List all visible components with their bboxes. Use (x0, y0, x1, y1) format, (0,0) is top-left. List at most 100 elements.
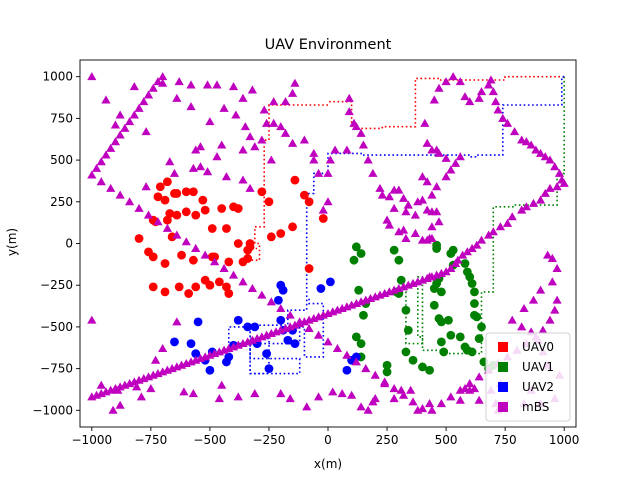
mbs-point (269, 118, 279, 127)
legend-swatch-uav0 (498, 342, 508, 352)
legend-label-mbs: mBS (522, 400, 549, 414)
mbs-point (202, 167, 213, 176)
uav1-point (465, 272, 475, 282)
uav0-point (266, 232, 276, 242)
mbs-point (427, 405, 437, 414)
uav2-point (233, 315, 243, 325)
uav1-point (349, 255, 359, 265)
mbs-point (446, 263, 456, 272)
mbs-point (535, 195, 546, 204)
mbs-point (250, 389, 260, 398)
mbs-point (219, 263, 229, 272)
x-tick-label: 250 (376, 433, 399, 447)
x-tick-label: 0 (324, 433, 332, 447)
mbs-point (434, 83, 444, 92)
mbs-point (375, 183, 385, 192)
mbs-point (344, 93, 354, 102)
uav1-point (351, 332, 361, 342)
mbs-point (384, 220, 395, 229)
uav2-point (290, 339, 300, 348)
mbs-point (382, 215, 392, 224)
mbs-point (134, 103, 144, 112)
chart-title: UAV Environment (265, 37, 392, 53)
legend-swatch-uav2 (498, 382, 508, 392)
mbs-point (410, 210, 420, 219)
mbs-point (448, 72, 458, 81)
mbs-point (228, 82, 239, 91)
uav2-point (262, 349, 271, 358)
mbs-point (323, 337, 333, 346)
mbs-point (287, 88, 298, 97)
mbs-point (526, 140, 536, 149)
mbs-point (507, 212, 517, 221)
mbs-point (125, 117, 135, 126)
mbs-point (141, 127, 151, 136)
mbs-point (181, 237, 191, 246)
mbs-point (143, 210, 154, 219)
y-tick-label: −500 (40, 320, 73, 334)
mbs-point (276, 303, 286, 313)
mbs-point (410, 228, 420, 237)
uav1-point (351, 242, 361, 252)
mbs-point (257, 290, 267, 299)
y-axis: −1000 −750 −500 −250 0 250 500 750 1000 (32, 70, 80, 417)
mbs-point (401, 233, 411, 242)
uav2-point (224, 352, 234, 362)
mbs-point (403, 200, 413, 209)
uav1-point (356, 249, 366, 258)
uav0-point (288, 222, 297, 232)
mbs-point (521, 137, 531, 146)
uav2-point (250, 322, 260, 332)
uav1-point (448, 245, 458, 255)
mbs-point (191, 243, 201, 252)
mbs-point (125, 197, 135, 206)
mbs-point (427, 145, 437, 154)
mbs-point (87, 170, 97, 179)
uav1-point (436, 337, 446, 347)
y-tick-label: 1000 (42, 70, 73, 84)
uav0-point (207, 224, 217, 233)
uav1-point (436, 287, 446, 297)
mbs-point (247, 85, 258, 94)
uav2-point (186, 339, 196, 348)
mbs-point (115, 110, 125, 119)
mbs-point (467, 243, 477, 252)
legend-label-uav1: UAV1 (522, 360, 554, 374)
uav1-point (394, 255, 404, 265)
mbs-point (368, 168, 378, 177)
mbs-point (550, 305, 560, 314)
uav2-point (170, 337, 179, 347)
mbs-point (115, 190, 125, 199)
legend-swatch-mbs (498, 402, 508, 412)
mbs-point (363, 155, 373, 164)
mbs-point (188, 389, 198, 398)
mbs-point (210, 257, 220, 266)
mbs-point (158, 72, 168, 81)
mbs-point (108, 405, 118, 414)
uav2-point (278, 285, 288, 295)
mbs-point (299, 135, 309, 144)
mbs-point (472, 240, 482, 249)
mbs-point (370, 370, 380, 379)
mbs-point (342, 145, 352, 154)
mbs-point (247, 283, 258, 292)
y-axis-label: y(m) (5, 228, 19, 256)
mbs-point (420, 118, 430, 127)
mbs-point (96, 157, 106, 166)
mbs-point (212, 80, 222, 89)
mbs-point (323, 168, 333, 177)
uav0-point (160, 287, 170, 297)
mbs-point (460, 92, 470, 101)
mbs-point (351, 122, 361, 131)
mbs-point (285, 310, 295, 319)
mbs-point (450, 158, 461, 167)
mbs-point (493, 105, 503, 114)
uav0-point (165, 209, 175, 218)
mbs-point (436, 399, 446, 408)
uav0-point (264, 197, 274, 207)
mbs-point (174, 77, 184, 86)
mbs-point (498, 113, 508, 122)
mbs-point (150, 355, 161, 364)
mbs-point (129, 82, 139, 91)
uav1-point (460, 259, 470, 268)
